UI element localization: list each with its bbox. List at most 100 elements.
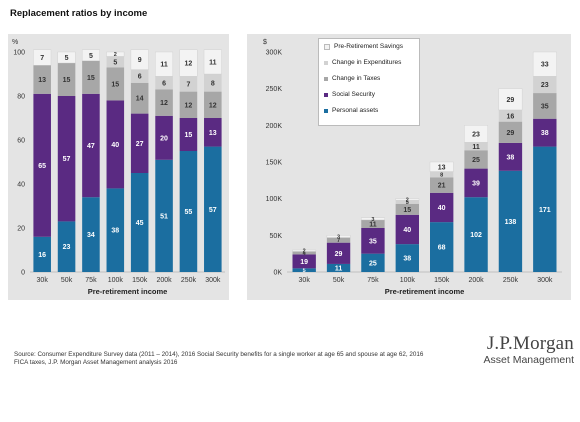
data-label: 15 [63,77,71,84]
legend-swatch [324,76,328,81]
y-tick-label: 80 [17,94,25,101]
data-label: 25 [369,260,377,267]
data-label: 40 [111,142,119,149]
data-label: 33 [541,62,549,69]
data-label: 8 [440,172,443,178]
x-tick-label: 30k [37,277,49,284]
data-label: 16 [507,113,515,120]
x-tick-label: 300k [205,277,221,284]
data-label: 25 [472,157,480,164]
legend-swatch [324,108,328,113]
bar-segment-pre-retirement-savings [498,88,523,111]
bar-segment-personal-assets [82,197,100,272]
legend-label: Pre-Retirement Savings [334,43,403,50]
legend-item-change-in-taxes: Change in Taxes [324,73,380,84]
data-label: 19 [300,259,308,266]
legend-item-change-in-expenditures: Change in Expenditures [324,57,401,68]
data-label: 5 [89,53,93,60]
data-label: 55 [185,209,193,216]
data-label: 39 [472,180,480,187]
bar-segment-pre-retirement-savings [395,198,420,201]
bar-segment-pre-retirement-savings [130,49,149,70]
data-label: 2 [114,52,117,58]
bar-segment-pre-retirement-savings [532,51,557,77]
bar-segment-pre-retirement-savings [361,217,385,221]
data-label: 57 [209,207,217,214]
unit-label: % [12,39,18,46]
bar-segment-change-in-expenditures [155,76,173,90]
data-label: 34 [87,232,95,239]
data-label: 15 [403,207,411,214]
bar-segment-pre-retirement-savings [33,49,52,66]
y-tick-label: 100 [13,50,25,57]
x-tick-label: 250k [181,277,197,284]
footnote-line: FICA taxes, J.P. Morgan Asset Management… [14,359,178,366]
data-label: 40 [403,227,411,234]
bar-segment-pre-retirement-savings [57,51,76,64]
bar-segment-social-security [395,214,419,245]
data-label: 15 [185,132,193,139]
bar-segment-change-in-expenditures [430,171,454,178]
income-dollar-chart: $0K50K100K150K200K250K300K5194230k112973… [263,39,562,296]
bar-segment-change-in-taxes [179,91,198,118]
bar-segment-change-in-expenditures [204,74,222,92]
data-label: 14 [136,96,144,103]
data-label: 21 [438,183,446,190]
data-label: 27 [136,141,144,148]
data-label: 15 [87,75,95,82]
legend-label: Change in Expenditures [332,59,402,66]
bar-segment-change-in-expenditures [533,76,557,94]
data-label: 45 [136,220,144,227]
bar-segment-change-in-taxes [57,63,76,96]
y-tick-label: 250K [266,86,283,93]
data-label: 51 [160,213,168,220]
bar-segment-change-in-taxes [361,219,385,228]
bar-segment-change-in-taxes [33,65,51,94]
x-axis-title: Pre-retirement income [88,287,168,296]
legend-swatch [324,92,328,97]
bar-segment-social-security [361,228,385,254]
legend-item-social-security: Social Security [324,89,375,100]
bar-segment-change-in-taxes [326,237,351,243]
bar-segment-social-security [204,118,222,147]
bar-segment-social-security [82,93,100,198]
bar-segment-pre-retirement-savings [179,49,198,77]
unit-label: $ [263,39,267,46]
bar-segment-personal-assets [292,268,316,272]
bar-segment-change-in-taxes [204,91,222,118]
bar-segment-pre-retirement-savings [326,235,351,238]
bar-segment-pre-retirement-savings [81,49,100,62]
brand-subtitle: Asset Management [483,354,574,366]
data-label: 29 [507,97,515,104]
data-label: 3 [371,217,374,223]
bar-segment-change-in-taxes [292,251,316,255]
x-tick-label: 50k [333,277,345,284]
x-tick-label: 100k [400,277,416,284]
data-label: 12 [185,61,193,68]
bar-segment-change-in-taxes [130,82,149,114]
x-tick-label: 75k [85,277,97,284]
data-label: 35 [541,103,549,110]
bar-segment-personal-assets [395,244,419,272]
bar-segment-change-in-taxes [498,121,523,143]
source-footnote: Source: Consumer Expenditure Survey data… [14,351,474,367]
y-tick-label: 20 [17,226,25,233]
data-label: 5 [65,55,69,62]
data-label: 47 [87,143,95,150]
y-tick-label: 0K [273,270,282,277]
x-tick-label: 200k [468,277,484,284]
data-label: 29 [507,130,515,137]
income-percent-chart: %020406080100166513730k235715550k3447155… [12,39,225,296]
data-label: 15 [111,81,119,88]
brand-name: J.P.Morgan [486,333,574,354]
data-label: 57 [63,156,71,163]
bar-segment-personal-assets [498,170,523,272]
data-label: 8 [211,80,215,87]
x-tick-label: 30k [299,277,311,284]
data-label: 138 [505,219,517,226]
data-label: 38 [541,130,549,137]
bar-segment-personal-assets [155,159,173,272]
legend-swatch [324,43,330,50]
bar-segment-change-in-expenditures [106,56,125,68]
x-tick-label: 75k [367,277,379,284]
